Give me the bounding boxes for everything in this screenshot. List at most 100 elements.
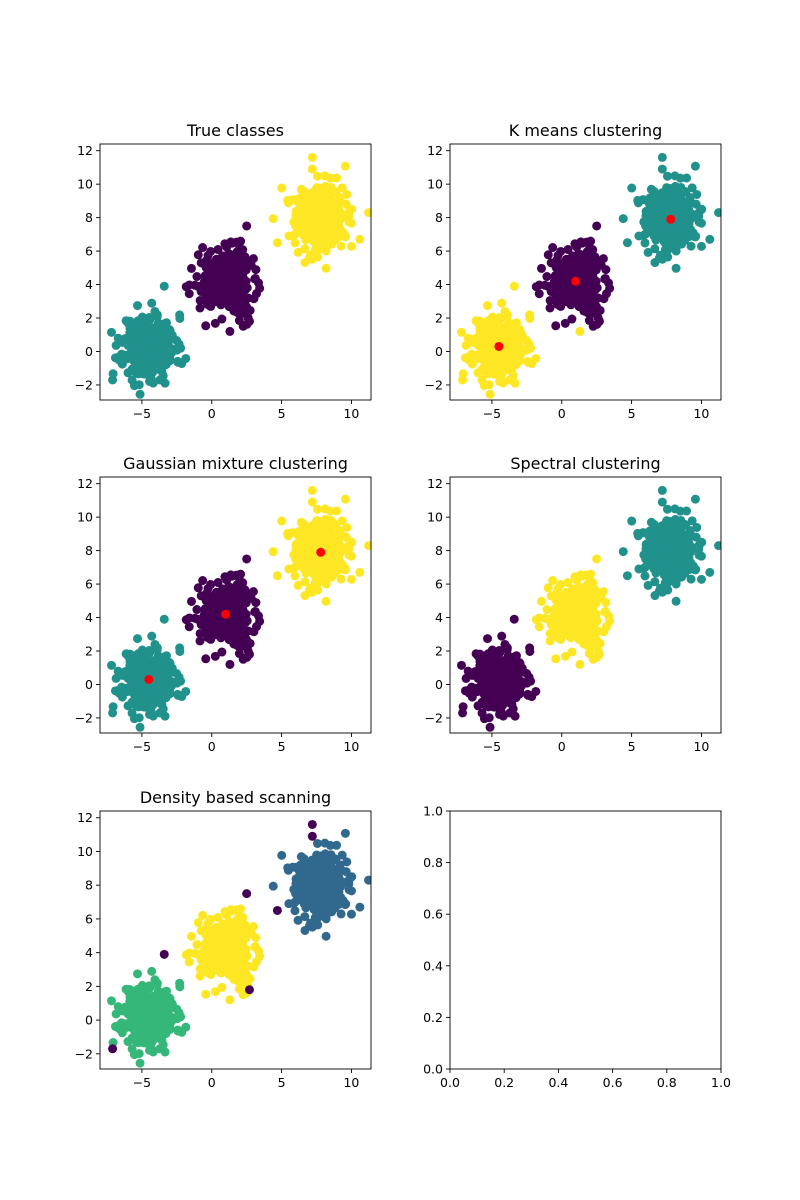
data-point: [643, 224, 653, 234]
data-point: [238, 245, 248, 255]
data-point: [650, 244, 660, 254]
data-point: [493, 695, 503, 705]
data-point: [670, 536, 680, 546]
data-point: [496, 707, 506, 717]
data-point: [676, 182, 686, 192]
data-point: [647, 200, 657, 209]
data-point: [667, 563, 677, 573]
axes-frame: [99, 810, 372, 1070]
data-point: [306, 893, 316, 903]
data-point: [346, 551, 356, 561]
data-point: [340, 828, 350, 838]
data-point: [228, 920, 238, 930]
data-point: [146, 374, 156, 384]
data-point: [133, 668, 143, 678]
data-point: [192, 940, 202, 950]
data-point: [211, 965, 221, 975]
data-point: [643, 580, 653, 590]
data-point: [297, 867, 307, 877]
scatter-points: [457, 485, 721, 732]
data-point: [640, 571, 650, 581]
data-point: [289, 898, 299, 908]
data-point: [542, 272, 552, 282]
x-tick-label: 0: [558, 739, 566, 754]
data-point: [134, 380, 144, 390]
centroid-point: [221, 609, 231, 619]
data-point: [277, 183, 287, 193]
data-point: [592, 283, 602, 293]
y-tick-label: 10: [427, 510, 443, 525]
data-point: [584, 649, 594, 659]
data-point: [120, 1003, 130, 1013]
data-point: [201, 938, 211, 948]
data-point: [241, 635, 251, 645]
data-point: [485, 722, 495, 732]
data-point: [327, 907, 337, 917]
data-point: [117, 682, 127, 692]
data-point: [510, 326, 520, 336]
data-point: [588, 578, 598, 588]
data-point: [208, 265, 218, 275]
data-point: [551, 321, 561, 331]
data-point: [534, 622, 544, 632]
x-tick-label: −5: [133, 1075, 151, 1090]
y-tick-label: 2: [85, 979, 93, 994]
data-point: [341, 899, 351, 909]
data-point: [307, 164, 317, 174]
data-point: [242, 256, 252, 266]
data-point: [152, 694, 162, 704]
data-point: [228, 252, 238, 262]
data-point: [495, 315, 505, 325]
data-point: [235, 273, 245, 283]
data-point: [272, 571, 282, 581]
data-point: [346, 574, 356, 584]
data-point: [159, 281, 169, 291]
data-point: [477, 683, 487, 693]
data-point: [627, 183, 637, 193]
data-point: [217, 647, 227, 657]
data-point: [560, 651, 570, 661]
y-tick-label: 6: [435, 244, 443, 259]
data-point: [661, 519, 671, 529]
data-point: [210, 318, 220, 328]
data-point: [231, 289, 241, 299]
data-point: [135, 1058, 145, 1068]
data-point: [145, 648, 155, 658]
data-point: [691, 543, 700, 553]
data-point: [499, 686, 509, 696]
x-tick-label: 5: [628, 406, 636, 421]
data-point: [244, 649, 254, 659]
data-point: [186, 596, 196, 606]
data-point: [334, 205, 344, 215]
data-point: [330, 556, 340, 566]
data-point: [304, 253, 314, 263]
data-point: [136, 693, 146, 703]
data-point: [201, 321, 211, 331]
data-point: [311, 519, 321, 529]
data-point: [346, 886, 356, 896]
data-point: [325, 506, 335, 516]
data-point: [495, 648, 505, 658]
data-point: [159, 949, 169, 959]
data-point: [209, 621, 219, 631]
data-point: [209, 957, 219, 967]
data-point: [551, 603, 561, 613]
data-point: [551, 270, 561, 280]
data-point: [330, 890, 340, 900]
data-point: [326, 192, 336, 202]
data-point: [150, 975, 160, 985]
data-point: [334, 873, 344, 883]
data-point: [510, 378, 520, 388]
data-point: [545, 295, 555, 305]
data-point: [145, 983, 155, 993]
data-point: [139, 702, 149, 712]
data-point: [705, 567, 715, 577]
scatter-points: [457, 152, 721, 399]
data-point: [697, 204, 707, 214]
data-point: [656, 558, 666, 568]
y-tick-label: 6: [435, 577, 443, 592]
data-point: [576, 237, 586, 247]
data-point: [525, 313, 535, 323]
